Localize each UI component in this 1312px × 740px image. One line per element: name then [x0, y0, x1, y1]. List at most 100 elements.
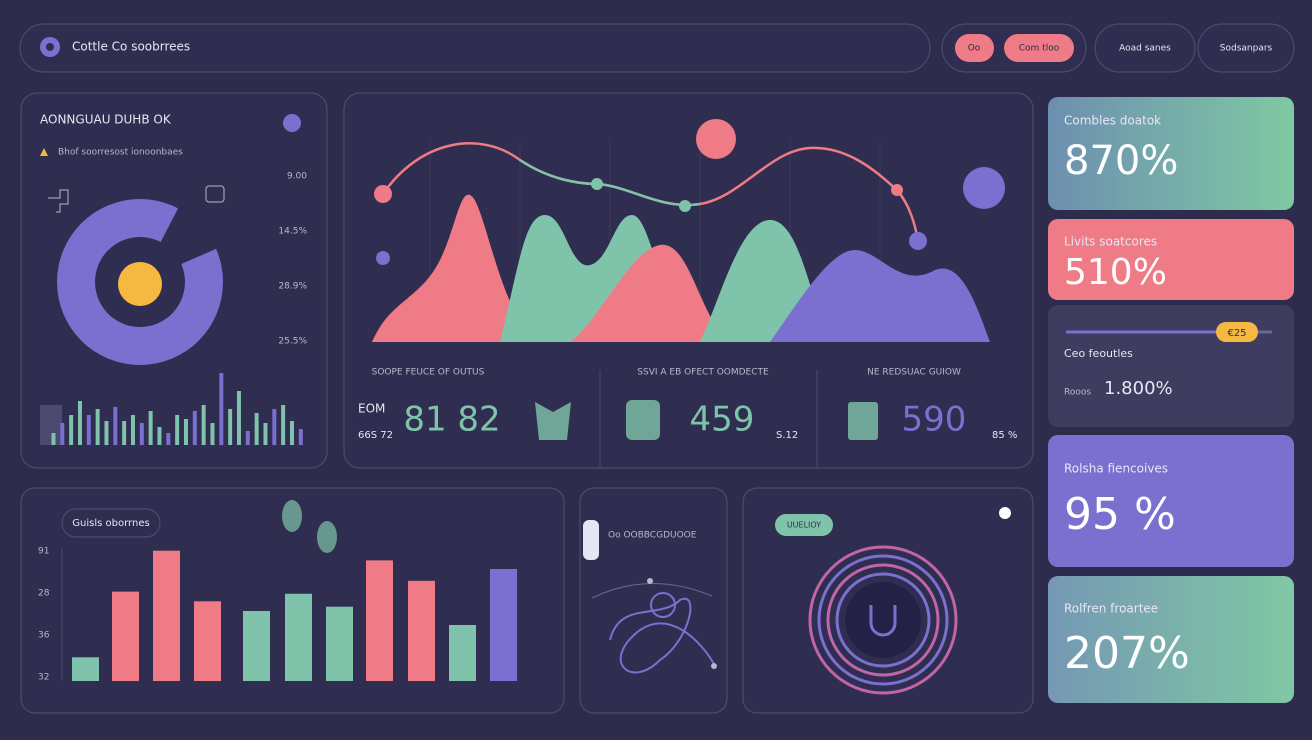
- search-bar[interactable]: [19, 23, 931, 73]
- stat-label: SSVI A EB OFECT OOMDECTE: [637, 368, 769, 378]
- bar: [408, 580, 435, 681]
- point: [376, 251, 390, 265]
- card-value: 510%: [1064, 252, 1167, 293]
- bar: [51, 433, 56, 445]
- card[interactable]: [1048, 305, 1294, 427]
- card[interactable]: [1048, 576, 1294, 703]
- icon: [48, 189, 69, 213]
- bar: [263, 423, 268, 445]
- y-label: 36: [38, 631, 50, 641]
- stat-note: 66S 72: [358, 430, 393, 441]
- stat-label: SOOPE FEUCE OF OUTUS: [372, 368, 485, 378]
- icon: [626, 400, 660, 440]
- bar: [254, 413, 259, 445]
- ring-badge: UUELIOY: [787, 521, 821, 530]
- icon: [40, 148, 48, 156]
- bar: [130, 415, 135, 445]
- icon: [848, 402, 878, 440]
- tick-label: 14.5%: [278, 227, 307, 237]
- bar: [175, 415, 180, 445]
- logo-inner: [46, 43, 54, 51]
- badge-icon[interactable]: [696, 119, 736, 159]
- button-label: Sodsanpars: [1220, 44, 1273, 54]
- point: [374, 185, 392, 203]
- header-title: Cottle Co soobrrees: [72, 40, 190, 54]
- overview-title: AONNGUAU DUHB OK: [40, 113, 172, 127]
- button-label: Com tloo: [1019, 44, 1060, 54]
- area: [570, 244, 730, 342]
- icon: [583, 520, 599, 560]
- bar: [112, 591, 139, 681]
- stat-note: S.12: [776, 430, 798, 441]
- bar: [104, 421, 109, 445]
- toggle[interactable]: [999, 507, 1011, 519]
- stat-value: 81 82: [403, 400, 500, 440]
- button-label: Oo: [968, 44, 981, 54]
- pill[interactable]: [775, 514, 833, 536]
- point: [711, 663, 717, 669]
- stat-sub: EOM: [358, 402, 385, 416]
- bar: [285, 593, 312, 681]
- card-label: Ceo feoutles: [1064, 347, 1133, 360]
- overview-subtitle: Bhof soorresost ionoonbaes: [58, 148, 183, 158]
- bar: [201, 405, 206, 445]
- point: [591, 178, 603, 190]
- card-label: Combles doatok: [1064, 114, 1161, 128]
- bar: [40, 405, 63, 445]
- bar: [148, 411, 153, 445]
- icon: [869, 605, 897, 637]
- card-value: 870%: [1064, 138, 1178, 184]
- point: [891, 184, 903, 196]
- bar: [77, 401, 82, 445]
- card-label: Rolfren froartee: [1064, 602, 1158, 616]
- bar: [95, 409, 100, 445]
- bar: [228, 409, 233, 445]
- stat-note: 85 %: [992, 430, 1017, 441]
- curve: [650, 592, 676, 618]
- button[interactable]: [1094, 23, 1196, 73]
- tick-label: 28.9%: [278, 282, 307, 292]
- badge-icon[interactable]: [963, 167, 1005, 209]
- card-label: Livits soatcores: [1064, 235, 1157, 249]
- button[interactable]: [955, 34, 994, 62]
- button[interactable]: [1197, 23, 1295, 73]
- bar: [86, 415, 91, 445]
- bar: [210, 423, 215, 445]
- stat-value: 459: [690, 400, 755, 440]
- card-value: 1.800%: [1104, 378, 1173, 399]
- flow-title: Oo OOBBCGDUOOE: [608, 531, 697, 541]
- card-sub: Rooos: [1064, 388, 1091, 398]
- heart-icon[interactable]: [283, 114, 301, 132]
- bar: [69, 415, 74, 445]
- curve: [609, 597, 715, 674]
- button[interactable]: [1004, 34, 1074, 62]
- bar: [490, 569, 517, 681]
- bar: [366, 560, 393, 681]
- flow-panel: [579, 487, 728, 714]
- bar: [194, 601, 221, 681]
- pill[interactable]: [61, 508, 161, 538]
- icon: [317, 521, 337, 553]
- y-label: 32: [38, 673, 49, 683]
- bar: [166, 433, 171, 445]
- stat-value: 590: [902, 400, 967, 440]
- rings: [808, 545, 958, 695]
- card-value: 95 %: [1064, 489, 1176, 540]
- card[interactable]: [1048, 435, 1294, 567]
- slider-badge[interactable]: [1216, 322, 1258, 342]
- point: [679, 200, 691, 212]
- bar: [72, 657, 99, 681]
- card[interactable]: [1048, 219, 1294, 300]
- bar: [139, 423, 144, 445]
- card[interactable]: [1048, 97, 1294, 210]
- bar: [113, 407, 118, 445]
- bar: [192, 411, 197, 445]
- area: [372, 194, 540, 342]
- bar: [326, 606, 353, 681]
- bar: [236, 391, 241, 445]
- ring-center: [845, 582, 921, 658]
- stat-label: NE REDSUAC GUIOW: [867, 368, 961, 378]
- bar: [60, 423, 65, 445]
- bar: [449, 625, 476, 681]
